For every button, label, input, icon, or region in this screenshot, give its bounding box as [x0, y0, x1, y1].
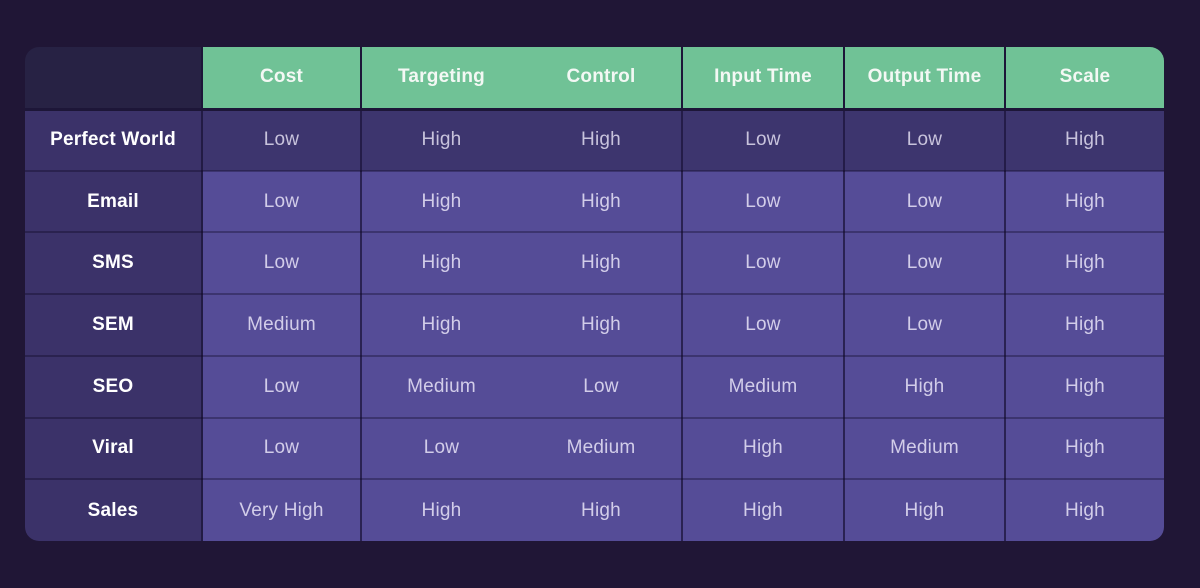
cell-scale: High: [1005, 417, 1164, 481]
cell-scale: High: [1005, 232, 1164, 296]
channel-comparison-table-container: Cost Targeting Control Input Time Output…: [25, 47, 1164, 541]
cell-input-time: Low: [682, 232, 845, 296]
cell-scale: High: [1005, 109, 1164, 172]
cell-control: High: [521, 232, 683, 296]
cell-scale: High: [1005, 479, 1164, 541]
row-label: SMS: [25, 232, 203, 296]
cell-input-time: Medium: [682, 355, 845, 419]
cell-cost: Low: [202, 232, 362, 296]
cell-targeting: Medium: [361, 355, 521, 419]
table-row-perfect-world: Perfect World Low High High Low Low High: [25, 109, 1164, 172]
column-header-control: Control: [521, 47, 683, 111]
cell-targeting: High: [361, 232, 521, 296]
header-row: Cost Targeting Control Input Time Output…: [25, 47, 1164, 111]
cell-targeting: High: [361, 479, 521, 541]
column-header-cost: Cost: [202, 47, 362, 111]
column-header-output-time: Output Time: [844, 47, 1006, 111]
row-label: SEM: [25, 294, 203, 357]
table-row-viral: Viral Low Low Medium High Medium High: [25, 417, 1164, 481]
cell-scale: High: [1005, 355, 1164, 419]
cell-cost: Very High: [202, 479, 362, 541]
cell-targeting: High: [361, 294, 521, 357]
cell-input-time: Low: [682, 294, 845, 357]
cell-control: Low: [521, 355, 683, 419]
cell-output-time: Low: [844, 232, 1006, 296]
row-label: SEO: [25, 355, 203, 419]
cell-cost: Low: [202, 417, 362, 481]
cell-output-time: Low: [844, 109, 1006, 172]
cell-targeting: Low: [361, 417, 521, 481]
cell-output-time: Low: [844, 294, 1006, 357]
cell-output-time: Medium: [844, 417, 1006, 481]
cell-control: High: [521, 170, 683, 234]
cell-targeting: High: [361, 170, 521, 234]
cell-cost: Low: [202, 355, 362, 419]
table-row-sem: SEM Medium High High Low Low High: [25, 294, 1164, 357]
row-label: Perfect World: [25, 109, 203, 172]
table-row-email: Email Low High High Low Low High: [25, 170, 1164, 234]
cell-control: High: [521, 479, 683, 541]
cell-input-time: Low: [682, 170, 845, 234]
row-label: Viral: [25, 417, 203, 481]
cell-output-time: High: [844, 479, 1006, 541]
table-row-seo: SEO Low Medium Low Medium High High: [25, 355, 1164, 419]
corner-cell: [25, 47, 203, 111]
column-header-targeting: Targeting: [361, 47, 521, 111]
cell-input-time: Low: [682, 109, 845, 172]
cell-output-time: Low: [844, 170, 1006, 234]
cell-cost: Low: [202, 170, 362, 234]
cell-cost: Low: [202, 109, 362, 172]
cell-cost: Medium: [202, 294, 362, 357]
cell-scale: High: [1005, 170, 1164, 234]
cell-input-time: High: [682, 479, 845, 541]
cell-output-time: High: [844, 355, 1006, 419]
table-row-sales: Sales Very High High High High High High: [25, 479, 1164, 541]
row-label: Email: [25, 170, 203, 234]
column-header-scale: Scale: [1005, 47, 1164, 111]
cell-control: High: [521, 294, 683, 357]
cell-scale: High: [1005, 294, 1164, 357]
cell-targeting: High: [361, 109, 521, 172]
row-label: Sales: [25, 479, 203, 541]
cell-control: High: [521, 109, 683, 172]
cell-input-time: High: [682, 417, 845, 481]
channel-comparison-table: Cost Targeting Control Input Time Output…: [25, 47, 1164, 541]
cell-control: Medium: [521, 417, 683, 481]
table-row-sms: SMS Low High High Low Low High: [25, 232, 1164, 296]
column-header-input-time: Input Time: [682, 47, 845, 111]
